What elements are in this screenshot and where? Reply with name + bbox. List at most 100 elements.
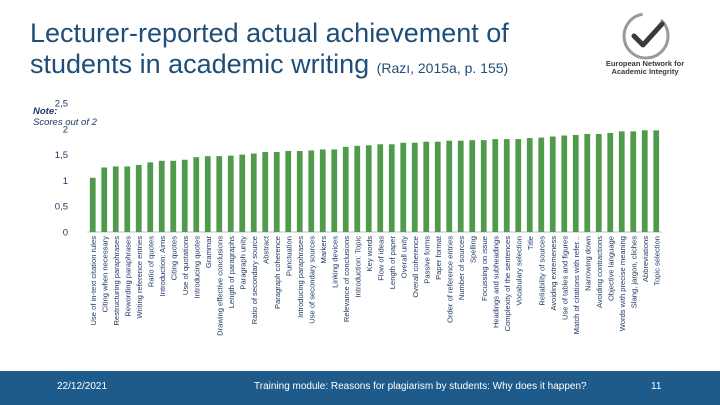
x-tick-label: Relevance of conclusions [342,236,351,322]
x-tick-label: Order of reference entries [445,236,454,323]
bar [262,152,269,232]
bar [469,140,476,232]
x-tick-label: Avoiding extremeness [549,236,558,311]
bar [124,166,131,232]
slide-title: Lecturer-reported actual achievement of … [30,18,590,84]
bar [101,167,108,232]
x-tick-label: Topic selection [652,236,661,286]
bar [630,131,637,232]
bar [296,150,303,232]
bar [434,141,441,232]
footer-date: 22/12/2021 [57,381,108,392]
x-tick-label: Vocabulary selection [514,236,523,306]
x-tick-label: Length of paper [388,236,397,290]
note-label: Note: [33,106,58,117]
x-tick-label: Introduction: Topic [353,236,362,298]
y-tick-label: 0,5 [55,202,68,213]
bar [515,139,522,232]
bar [273,152,280,232]
x-tick-label: Use of tables and figures [560,236,569,320]
bar [572,134,579,232]
bar-chart: 0 0,5 1 1,5 2 2,5 Use of in-text citation rul… [55,99,662,336]
x-tick-label: Citing quotes [169,236,178,281]
bar [595,133,602,232]
bar [641,130,648,232]
chart-note: Note: Scores out of 2 [33,106,97,128]
x-tick-label: Number of sources [457,236,466,300]
bar [112,166,119,232]
x-tick-label: Complexity of the sentences [503,236,512,332]
bar [135,164,142,232]
bar [89,177,96,232]
bar [400,142,407,232]
x-tick-label: Introduction: Aims [158,236,167,297]
x-tick-label: Ratio of secondary source [250,236,259,324]
x-tick-label: Overall unity [399,236,408,278]
note-text: Scores out of 2 [33,117,97,128]
y-tick-label: 0 [63,228,68,239]
x-tick-label: Paragraph coherence [273,236,282,309]
bar [423,141,430,232]
y-tick-label: 1,5 [55,150,68,161]
x-tick-label: Citing when necessary [100,236,109,313]
x-tick-label: Spelling [468,236,477,263]
x-tick-label: Abbreviations [641,236,650,282]
x-tick-label: Use of secondary sources [307,236,316,324]
x-tick-label: Flow of ideas [376,236,385,281]
bar [342,146,349,232]
bar [365,145,372,232]
x-tick-label: Rewording paraphrases [123,236,132,317]
bar [584,133,591,232]
bar [204,156,211,232]
x-tick-label: Narrowing down [583,236,592,291]
x-tick-label: Title [526,236,535,250]
bar [618,131,625,232]
x-tick-label: Linking devices [330,236,339,288]
bar [607,132,614,232]
x-tick-label: Slang, jargon, cliches [629,236,638,308]
bar [561,135,568,232]
enai-logo [622,12,670,60]
bar [319,149,326,232]
bar [308,150,315,232]
footer-bar: 22/12/2021 Training module: Reasons for … [0,371,720,405]
bar [457,140,464,232]
bar [480,140,487,232]
y-tick-label: 2,5 [55,99,68,110]
bar [227,155,234,232]
bar [446,140,453,232]
bar [492,139,499,232]
x-tick-label: Key words [365,236,374,272]
x-tick-label: Ratio of quotes [146,236,155,287]
x-tick-label: Grammar [204,236,213,269]
x-tick-label: Markers [319,236,328,264]
bar [377,144,384,232]
bar [158,160,165,232]
logo-text: European Network for Academic Integrity [605,59,685,76]
bar [147,162,154,232]
bar [193,157,200,232]
x-tick-label: Use of quotations [181,236,190,295]
bar [388,144,395,232]
bar [653,130,660,232]
x-tick-label: Focussing on issue [480,236,489,301]
x-tick-label: Abstract [261,235,270,264]
x-axis-labels: Use of in-text citation rules Citing when… [89,235,662,336]
x-tick-label: Use of in-text citation rules [89,236,98,326]
x-tick-label: Paper format [434,235,443,280]
logo-ring-icon [622,12,670,60]
x-tick-label: Reliability of sources [537,236,546,306]
footer-module-title: Training module: Reasons for plagiarism … [254,381,587,392]
bar [250,153,257,232]
title-citation: (Razı, 2015a, p. 155) [376,60,509,76]
y-tick-label: 1 [63,176,68,187]
x-tick-label: Avoiding contractions [595,236,604,308]
logo-check-icon [631,21,665,48]
bar [181,159,188,232]
x-tick-label: Headings and subheadings [491,236,500,328]
x-tick-label: Length of paragraphs [227,236,236,308]
bar [526,138,533,232]
x-tick-label: Introducing quotes [192,236,201,299]
bar [216,156,223,232]
x-tick-label: Match of citations with refer... [572,236,581,334]
